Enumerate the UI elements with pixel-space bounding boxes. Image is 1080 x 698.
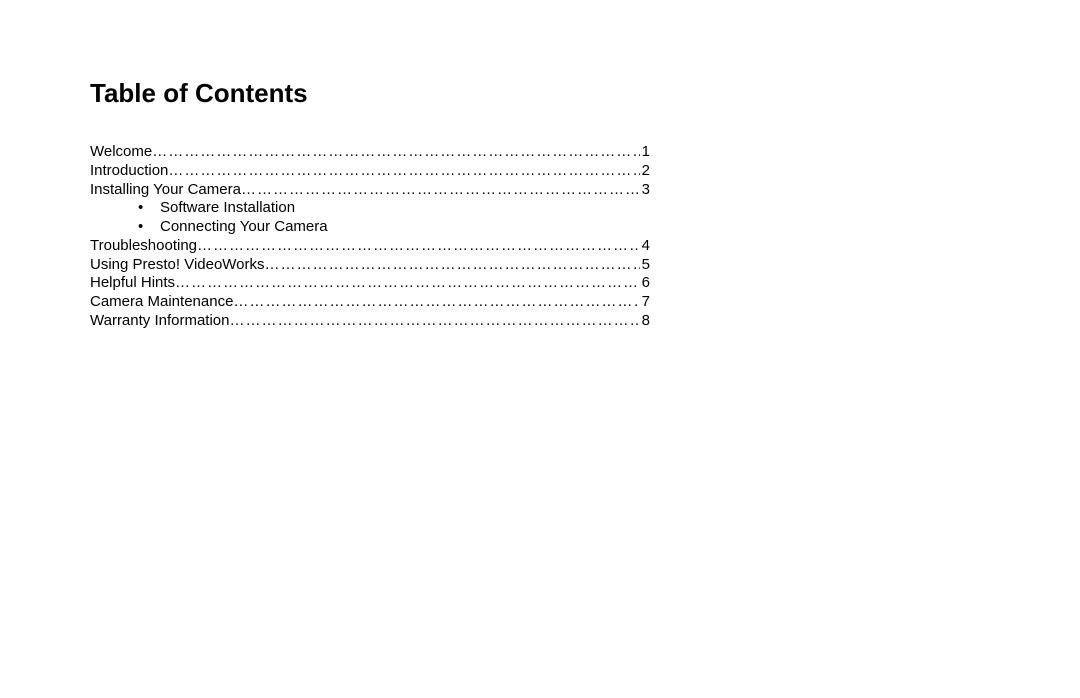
toc-subentry-label: Connecting Your Camera <box>160 218 328 235</box>
toc-list: Welcome 1 Introduction 2 Installing Your… <box>90 143 990 331</box>
toc-subentry-label: Software Installation <box>160 199 295 216</box>
toc-leader <box>241 181 640 200</box>
toc-entry-maintenance: Camera Maintenance 7 <box>90 293 650 312</box>
toc-entry-troubleshooting: Troubleshooting 4 <box>90 237 650 256</box>
toc-leader <box>175 274 640 293</box>
toc-entry-page: 8 <box>640 312 650 331</box>
toc-entry-label: Welcome <box>90 143 152 162</box>
toc-leader <box>265 256 640 275</box>
toc-leader <box>152 143 639 162</box>
toc-entry-installing: Installing Your Camera 3 <box>90 181 650 200</box>
toc-entry-label: Introduction <box>90 162 168 181</box>
toc-entry-welcome: Welcome 1 <box>90 143 650 162</box>
toc-entry-label: Using Presto! VideoWorks <box>90 256 265 275</box>
toc-subentry-software-installation: Software Installation <box>138 199 990 218</box>
toc-title: Table of Contents <box>90 78 990 109</box>
toc-entry-page: 5 <box>640 256 650 275</box>
toc-entry-label: Troubleshooting <box>90 237 197 256</box>
toc-subentry-connecting-camera: Connecting Your Camera <box>138 218 990 237</box>
toc-entry-videoworks: Using Presto! VideoWorks 5 <box>90 256 650 275</box>
toc-entry-page: 2 <box>640 162 650 181</box>
toc-entry-page: 7 <box>640 293 650 312</box>
toc-leader <box>168 162 639 181</box>
toc-entry-page: 3 <box>640 181 650 200</box>
document-page: Table of Contents Welcome 1 Introduction… <box>0 0 1080 331</box>
toc-subentries: Software Installation Connecting Your Ca… <box>90 199 990 237</box>
toc-entry-helpful-hints: Helpful Hints 6 <box>90 274 650 293</box>
toc-entry-introduction: Introduction 2 <box>90 162 650 181</box>
toc-entry-warranty: Warranty Information 8 <box>90 312 650 331</box>
toc-entry-label: Warranty Information <box>90 312 230 331</box>
toc-entry-label: Camera Maintenance <box>90 293 233 312</box>
toc-entry-page: 1 <box>640 143 650 162</box>
toc-entry-label: Helpful Hints <box>90 274 175 293</box>
toc-leader <box>230 312 640 331</box>
toc-entry-page: 4 <box>640 237 650 256</box>
toc-entry-page: 6 <box>640 274 650 293</box>
toc-entry-label: Installing Your Camera <box>90 181 241 200</box>
toc-leader <box>233 293 639 312</box>
toc-leader <box>197 237 640 256</box>
